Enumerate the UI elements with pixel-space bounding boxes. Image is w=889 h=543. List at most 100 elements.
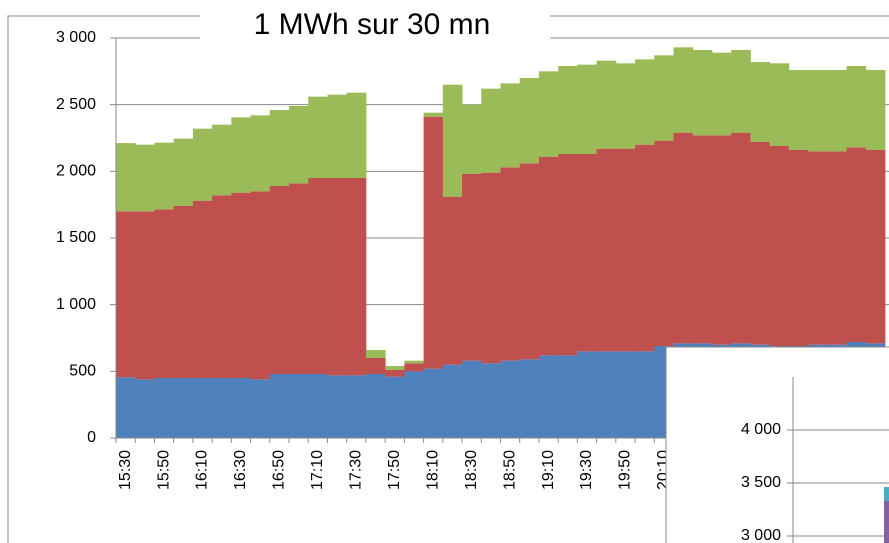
bar-segment: [692, 135, 713, 344]
bar-segment: [769, 146, 790, 346]
x-tick-label: 16:50: [271, 450, 288, 490]
bar-segment: [615, 148, 636, 352]
bar-segment: [192, 200, 213, 378]
x-tick-label: 17:10: [309, 450, 326, 490]
bar-segment: [577, 351, 598, 438]
bar-segment: [635, 59, 655, 145]
bar-segment: [154, 142, 175, 210]
inset-chart-frame: [665, 346, 889, 543]
title-backdrop: [200, 6, 550, 44]
bar-segment: [481, 88, 501, 173]
bar-segment: [558, 154, 578, 356]
bar-segment: [538, 156, 559, 356]
bar-segment: [654, 55, 674, 141]
bar-segment: [385, 370, 405, 377]
bar-segment: [769, 63, 790, 147]
x-tick-label: 17:30: [348, 450, 365, 490]
bar-segment: [327, 375, 348, 438]
inset-bar-piece: [884, 487, 889, 501]
bar-segment: [154, 209, 175, 378]
bar-segment: [538, 71, 559, 157]
bar-segment: [404, 363, 424, 372]
bar-segment: [365, 350, 386, 358]
x-tick-label: 17:50: [386, 450, 403, 490]
x-tick-label: 15:30: [117, 450, 134, 490]
bar-segment: [404, 371, 424, 438]
bar-segment: [635, 144, 655, 352]
bar-segment: [327, 178, 348, 376]
bar-segment: [865, 70, 886, 150]
bar-segment: [462, 360, 482, 438]
bar-segment: [615, 351, 636, 438]
bar-segment: [615, 63, 636, 149]
bar-segment: [269, 374, 290, 438]
x-tick-label: 19:50: [617, 450, 634, 490]
inset-plot-area: 3 000 3 500 4 000: [741, 377, 889, 543]
bar-segment: [731, 50, 751, 133]
bar-segment: [846, 147, 867, 342]
x-tick-label: 16:30: [232, 450, 249, 490]
bar-segment: [423, 116, 444, 369]
bar-segment: [289, 374, 309, 438]
y-tick-label: 1 500: [56, 229, 96, 246]
bar-segment: [673, 132, 694, 344]
bar-segment: [596, 351, 617, 438]
y-tick-label: 3 000: [56, 29, 96, 46]
bar-segment: [365, 358, 386, 374]
bar-segment: [365, 374, 386, 438]
bar-segment: [442, 196, 463, 365]
x-tick-label: 18:10: [424, 450, 441, 490]
bar-segment: [385, 376, 405, 438]
x-tick-label: 16:10: [194, 450, 211, 490]
y-tick-label: 1 000: [56, 296, 96, 313]
bar-segment: [327, 94, 348, 178]
bar-segment: [116, 211, 136, 378]
bar-segment: [250, 379, 271, 438]
bar-segment: [500, 167, 521, 361]
chart-title: 1 MWh sur 30 mn: [254, 8, 491, 41]
bar-segment: [231, 378, 251, 438]
bar-segment: [865, 150, 886, 344]
y-tick-label: 2 500: [56, 96, 96, 113]
bar-segment: [346, 92, 367, 178]
bar-segment: [577, 154, 598, 352]
bar-segment: [654, 140, 674, 346]
bar-segment: [135, 211, 155, 380]
bar-segment: [308, 96, 328, 178]
bar-segment: [635, 351, 655, 438]
bar-segment: [788, 70, 809, 150]
x-tick-label: 19:10: [540, 450, 557, 490]
bar-segment: [846, 66, 867, 148]
bar-segment: [519, 359, 540, 438]
bar-segment: [423, 368, 444, 438]
inset-bar-piece: [884, 501, 889, 543]
bar-segment: [519, 163, 540, 360]
bar-segment: [711, 135, 732, 345]
y-tick-label: 4 000: [741, 421, 781, 438]
bar-segment: [423, 112, 444, 117]
plot-area: 0 500 1 000 1 500 2 000 2 500 3 000 15:30 15:50 1…: [56, 29, 889, 490]
x-tick-label: 15:50: [155, 450, 172, 490]
bar-segment: [538, 355, 559, 438]
y-tick-label: 0: [87, 429, 96, 446]
bar-segment: [192, 128, 213, 201]
bar-segment: [135, 144, 155, 212]
bar-segment: [788, 150, 809, 346]
bar-segment: [289, 106, 309, 184]
bar-segment: [750, 62, 771, 142]
bar-segment: [250, 115, 271, 192]
bar-segment: [135, 379, 155, 438]
bar-segment: [558, 355, 578, 438]
bar-segment: [731, 132, 751, 344]
y-tick-label: 3 500: [741, 474, 781, 491]
bar-segment: [212, 195, 232, 378]
bar-segment: [442, 364, 463, 438]
bar-segment: [308, 178, 328, 374]
bar-segment: [808, 151, 828, 345]
bar-segment: [173, 138, 194, 206]
bar-segment: [192, 378, 213, 438]
x-tick-label: 18:50: [501, 450, 518, 490]
bar-segment: [250, 191, 271, 380]
bar-segment: [308, 374, 328, 438]
